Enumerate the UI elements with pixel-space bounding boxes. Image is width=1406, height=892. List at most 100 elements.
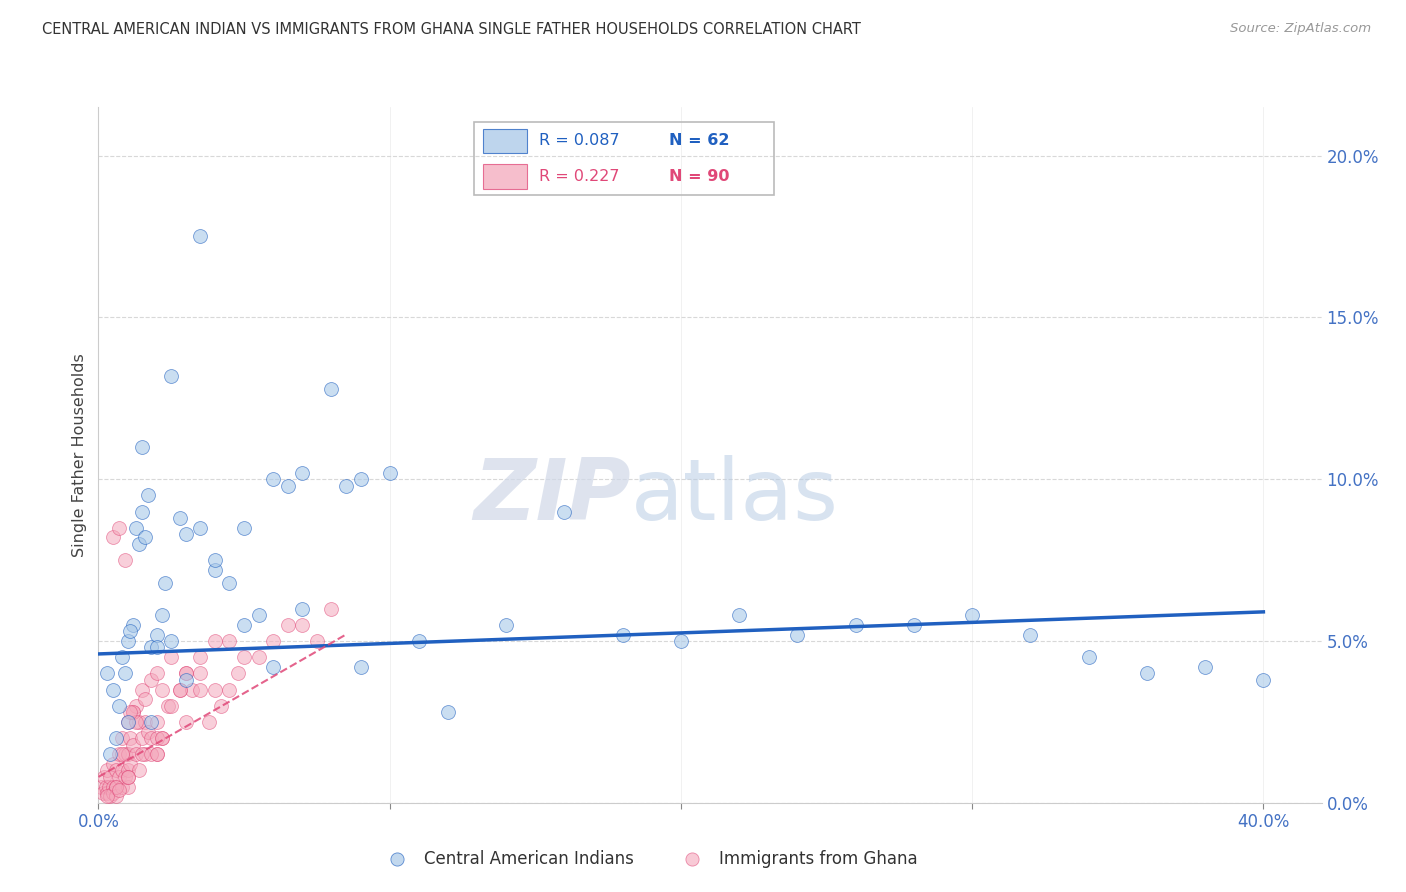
Point — [145, 640, 167, 655]
Point — [152, 682, 174, 697]
Point — [111, 764, 134, 778]
Point — [134, 692, 156, 706]
Point — [247, 608, 270, 623]
Point — [98, 770, 121, 784]
Point — [134, 747, 156, 762]
Point — [117, 764, 139, 778]
Point — [98, 789, 121, 804]
Point — [128, 537, 150, 551]
Point — [145, 627, 167, 641]
Text: Source: ZipAtlas.com: Source: ZipAtlas.com — [1230, 22, 1371, 36]
Point — [120, 731, 142, 745]
Point — [349, 660, 371, 674]
Text: atlas: atlas — [630, 455, 838, 538]
Point — [125, 698, 148, 713]
Point — [139, 731, 162, 745]
Point — [111, 650, 134, 665]
Point — [91, 786, 114, 800]
Point — [104, 780, 127, 794]
Point — [1019, 627, 1042, 641]
Point — [174, 714, 197, 729]
Point — [188, 650, 211, 665]
Point — [277, 478, 299, 492]
Point — [145, 731, 167, 745]
Point — [111, 780, 134, 794]
Point — [174, 666, 197, 681]
Point — [111, 747, 134, 762]
Point — [139, 747, 162, 762]
Point — [152, 731, 174, 745]
Point — [139, 640, 162, 655]
Point — [437, 705, 460, 719]
Point — [145, 747, 167, 762]
Point — [131, 731, 153, 745]
Point — [108, 521, 131, 535]
Point — [117, 634, 139, 648]
Point — [96, 666, 118, 681]
Point — [131, 504, 153, 518]
Point — [174, 527, 197, 541]
Point — [101, 756, 124, 771]
Point — [188, 521, 211, 535]
Point — [291, 601, 314, 615]
Point — [131, 682, 153, 697]
Point — [305, 634, 328, 648]
Point — [120, 705, 142, 719]
Point — [128, 764, 150, 778]
Point — [145, 747, 167, 762]
Point — [204, 553, 226, 567]
Point — [134, 531, 156, 545]
Point — [125, 521, 148, 535]
Point — [321, 382, 343, 396]
Point — [104, 780, 127, 794]
Point — [125, 747, 148, 762]
Point — [120, 624, 142, 639]
Point — [96, 764, 118, 778]
Point — [117, 714, 139, 729]
Point — [108, 698, 131, 713]
Point — [669, 634, 692, 648]
Point — [277, 617, 299, 632]
Text: N = 62: N = 62 — [669, 134, 730, 148]
Point — [90, 780, 112, 794]
Point — [139, 714, 162, 729]
Point — [117, 714, 139, 729]
Point — [117, 770, 139, 784]
Point — [108, 782, 131, 797]
Point — [903, 617, 925, 632]
FancyBboxPatch shape — [484, 164, 527, 189]
Point — [204, 563, 226, 577]
Point — [169, 682, 191, 697]
Text: R = 0.087: R = 0.087 — [538, 134, 620, 148]
Point — [188, 682, 211, 697]
Point — [117, 770, 139, 784]
Point — [131, 440, 153, 454]
Point — [1136, 666, 1159, 681]
Point — [94, 780, 117, 794]
Point — [198, 714, 221, 729]
FancyBboxPatch shape — [484, 128, 527, 153]
Point — [122, 617, 145, 632]
Point — [136, 724, 159, 739]
Point — [960, 608, 983, 623]
Point — [247, 650, 270, 665]
Point — [180, 682, 202, 697]
Point — [209, 698, 232, 713]
Point — [145, 714, 167, 729]
Point — [152, 731, 174, 745]
Point — [104, 731, 127, 745]
Point — [122, 705, 145, 719]
Point — [1077, 650, 1099, 665]
Point — [139, 673, 162, 687]
Point — [152, 608, 174, 623]
Point — [114, 770, 136, 784]
Point — [108, 747, 131, 762]
Point — [111, 731, 134, 745]
Point — [101, 786, 124, 800]
Point — [128, 714, 150, 729]
Text: R = 0.227: R = 0.227 — [538, 169, 620, 184]
Point — [117, 747, 139, 762]
Point — [728, 608, 751, 623]
Point — [233, 521, 256, 535]
Point — [408, 634, 430, 648]
